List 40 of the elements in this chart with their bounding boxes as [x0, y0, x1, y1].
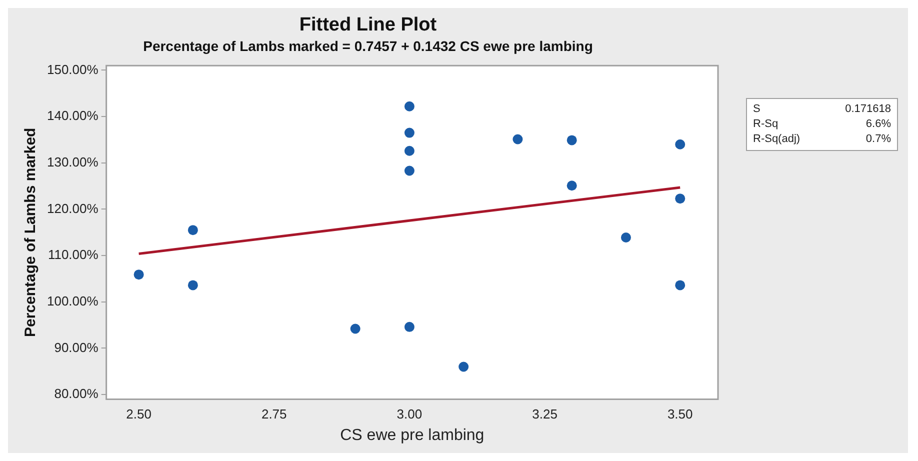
y-tick-label: 80.00% — [54, 386, 99, 402]
x-tick-label: 2.75 — [261, 406, 287, 422]
point — [404, 146, 414, 156]
y-tick-label: 150.00% — [46, 62, 99, 77]
point — [675, 194, 686, 204]
x-tick-label: 3.50 — [667, 406, 693, 422]
y-tick-label: 90.00% — [54, 340, 99, 355]
point — [512, 134, 523, 144]
point — [404, 128, 414, 138]
y-tick-label: 130.00% — [46, 154, 99, 170]
text: 0.7% — [866, 132, 891, 147]
x-tick-label: 3.00 — [396, 406, 422, 422]
point — [675, 139, 686, 150]
y-tick-label: 100.00% — [46, 293, 99, 308]
point — [404, 166, 414, 176]
point — [188, 280, 198, 290]
x-tick-label: 3.25 — [532, 406, 558, 422]
y-tick-label: 120.00% — [46, 200, 99, 216]
point — [566, 135, 577, 146]
point — [458, 362, 469, 372]
point — [404, 101, 414, 112]
y-tick-label: 110.00% — [48, 247, 99, 262]
text: 6.6% — [866, 117, 891, 132]
point — [404, 322, 414, 332]
point — [566, 180, 577, 191]
x-tick-label: 2.50 — [126, 406, 152, 422]
point — [134, 270, 144, 280]
text: R-Sq — [753, 117, 778, 132]
y-axis-title: Percentage of Lambs marked — [22, 128, 40, 338]
text: S — [753, 102, 760, 117]
point — [620, 232, 631, 242]
chart-subtitle: Percentage of Lambs marked = 0.7457 + 0.1432 CS ewe pre lambing — [143, 38, 593, 54]
x-axis-title: CS ewe pre lambing — [340, 426, 484, 444]
chart-title: Fitted Line Plot — [299, 14, 438, 36]
text: R-Sq(adj) — [753, 132, 800, 147]
text: 0.171618 — [845, 102, 891, 117]
point — [675, 280, 686, 290]
point — [350, 324, 360, 334]
point — [188, 225, 198, 236]
y-tick-label: 140.00% — [46, 108, 99, 124]
